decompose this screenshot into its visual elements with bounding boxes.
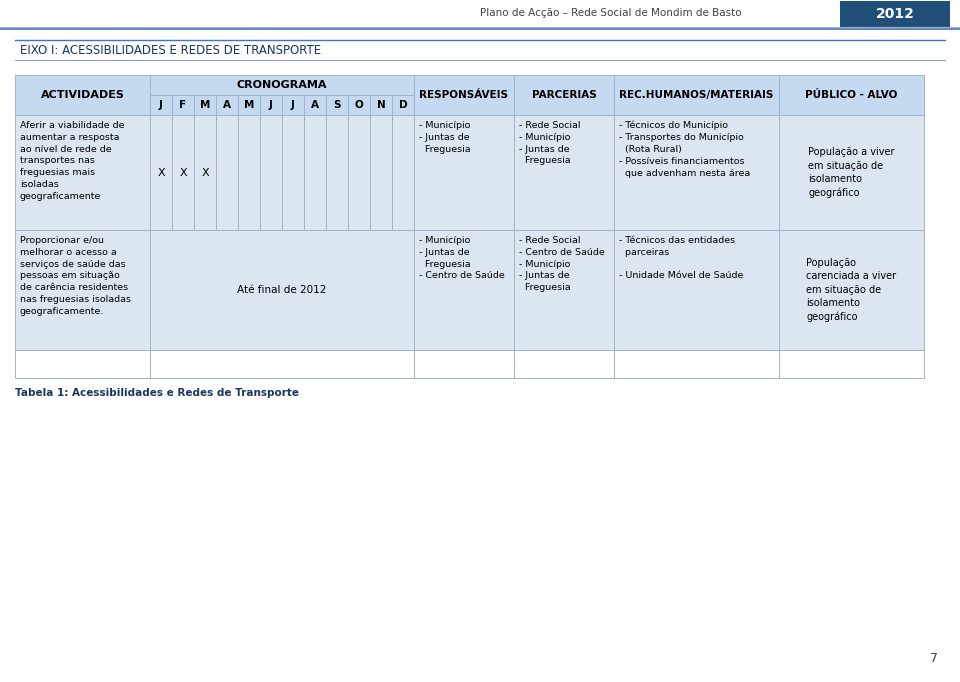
Text: Proporcionar e/ou
melhorar o acesso a
serviços de saúde das
pessoas em situação
: Proporcionar e/ou melhorar o acesso a se… [20,236,131,316]
Bar [216,95,238,115]
Bar [216,115,238,230]
Text: S: S [333,100,341,110]
Bar [514,350,614,378]
Bar [326,95,348,115]
Bar [779,230,924,350]
Bar [304,115,326,230]
Text: N: N [376,100,385,110]
Bar [150,75,414,95]
Text: PÚBLICO - ALVO: PÚBLICO - ALVO [805,90,898,100]
Bar [614,75,779,115]
Bar [15,230,150,350]
Text: O: O [354,100,364,110]
Bar [514,115,614,230]
Bar [779,75,924,115]
Text: M: M [244,100,254,110]
Bar [150,95,172,115]
Bar [614,115,779,230]
Text: - Técnicos das entidades
  parceiras

- Unidade Móvel de Saúde: - Técnicos das entidades parceiras - Uni… [619,236,743,280]
Text: Tabela 1: Acessibilidades e Redes de Transporte: Tabela 1: Acessibilidades e Redes de Tra… [15,388,299,398]
Text: População
carenciada a viver
em situação de
isolamento
geográfico: População carenciada a viver em situação… [806,258,897,322]
Bar [150,115,172,230]
Bar [840,1,950,27]
Bar [414,350,514,378]
Text: X: X [157,168,165,177]
Bar [326,115,348,230]
Text: J: J [291,100,295,110]
Bar [614,350,779,378]
Text: População a viver
em situação de
isolamento
geográfico: População a viver em situação de isolame… [808,147,895,198]
Text: EIXO I: ACESSIBILIDADES E REDES DE TRANSPORTE: EIXO I: ACESSIBILIDADES E REDES DE TRANS… [20,44,322,57]
Bar [614,230,779,350]
Text: PARCERIAS: PARCERIAS [532,90,596,100]
Bar [172,115,194,230]
Bar [282,115,304,230]
Text: CRONOGRAMA: CRONOGRAMA [237,80,327,90]
Text: X: X [180,168,187,177]
Bar [260,95,282,115]
Bar [260,115,282,230]
Text: J: J [159,100,163,110]
Bar [514,230,614,350]
Bar [15,350,150,378]
Bar [15,75,150,115]
Text: - Rede Social
- Município
- Juntas de
  Freguesia: - Rede Social - Município - Juntas de Fr… [519,121,581,166]
Bar [15,115,150,230]
Bar [238,115,260,230]
Bar [172,95,194,115]
Text: F: F [180,100,186,110]
Text: J: J [269,100,273,110]
Text: A: A [311,100,319,110]
Text: - Município
- Juntas de
  Freguesia
- Centro de Saúde: - Município - Juntas de Freguesia - Cent… [419,236,505,280]
Text: 7: 7 [930,652,938,665]
Bar [194,95,216,115]
Bar [392,95,414,115]
Bar [150,350,414,378]
Text: - Rede Social
- Centro de Saúde
- Município
- Juntas de
  Freguesia: - Rede Social - Centro de Saúde - Municí… [519,236,605,292]
Bar [238,95,260,115]
Bar [150,230,414,350]
Bar [370,115,392,230]
Text: ACTIVIDADES: ACTIVIDADES [40,90,125,100]
Bar [348,115,370,230]
Text: - Técnicos do Município
- Transportes do Município
  (Rota Rural)
- Possíveis fi: - Técnicos do Município - Transportes do… [619,121,751,178]
Bar [348,95,370,115]
Text: X: X [202,168,209,177]
Bar [779,115,924,230]
Text: D: D [398,100,407,110]
Text: Até final de 2012: Até final de 2012 [237,285,326,295]
Text: A: A [223,100,231,110]
Bar [514,75,614,115]
Bar [414,115,514,230]
Bar [304,95,326,115]
Bar [779,350,924,378]
Text: M: M [200,100,210,110]
Text: Plano de Acção – Rede Social de Mondim de Basto: Plano de Acção – Rede Social de Mondim d… [480,8,742,18]
Bar [414,75,514,115]
Text: 2012: 2012 [876,7,915,21]
Bar [392,115,414,230]
Text: REC.HUMANOS/MATERIAIS: REC.HUMANOS/MATERIAIS [619,90,774,100]
Text: RESPONSÁVEIS: RESPONSÁVEIS [420,90,509,100]
Bar [194,115,216,230]
Text: Aferir a viabilidade de
aumentar a resposta
ao nível de rede de
transportes nas
: Aferir a viabilidade de aumentar a respo… [20,121,125,201]
Text: - Município
- Juntas de
  Freguesia: - Município - Juntas de Freguesia [419,121,470,153]
Bar [414,230,514,350]
Bar [370,95,392,115]
Bar [282,95,304,115]
